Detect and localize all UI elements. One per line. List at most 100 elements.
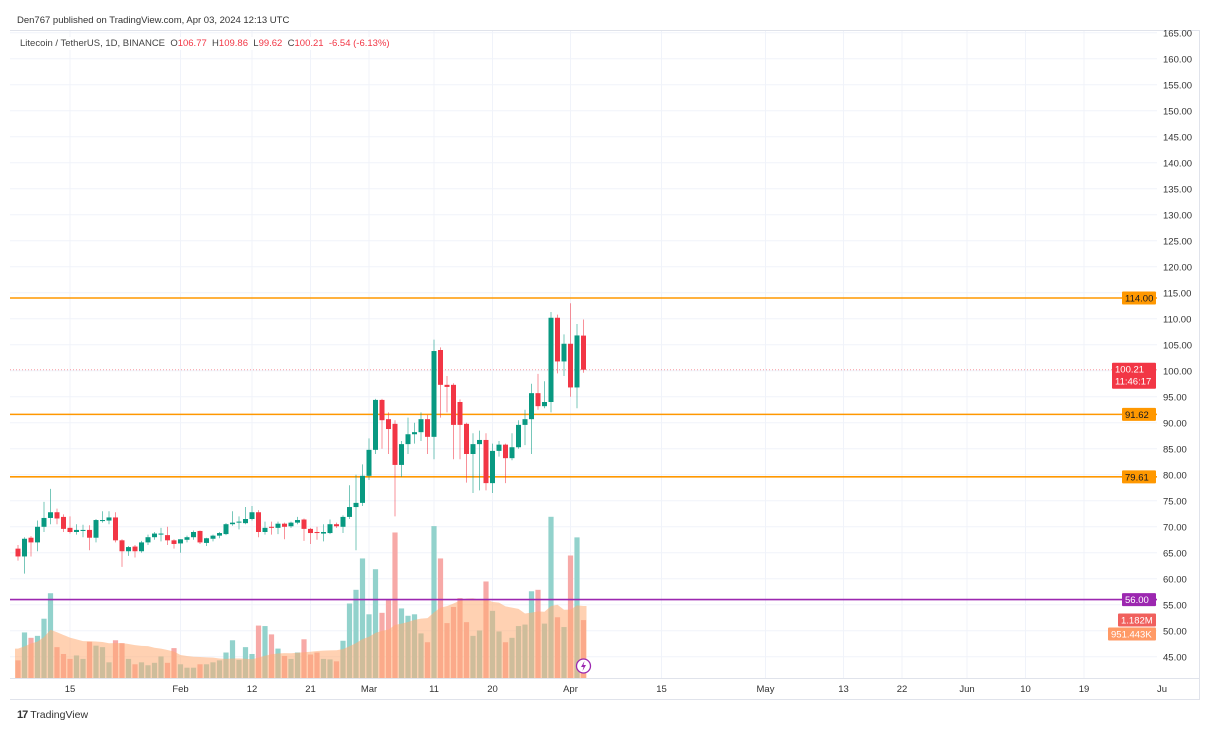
candle-body — [555, 317, 560, 362]
volume-ma-label-bg — [1108, 627, 1156, 641]
candle-body — [197, 530, 203, 543]
candles — [15, 303, 586, 574]
candle-body — [262, 527, 268, 532]
volume-bar — [548, 516, 554, 678]
x-tick-label: 15 — [656, 684, 667, 695]
candle — [347, 485, 352, 519]
candle-body — [119, 540, 125, 552]
candle — [35, 520, 40, 552]
candle-body — [542, 402, 547, 407]
candle — [74, 524, 79, 535]
volume-bar — [431, 526, 437, 678]
candle — [574, 324, 580, 409]
candle-body — [41, 517, 47, 527]
y-tick-label: 75.00 — [1163, 496, 1187, 507]
y-tick-label: 115.00 — [1163, 288, 1191, 299]
candle — [100, 511, 105, 523]
x-tick-label: 12 — [247, 684, 258, 695]
candle-body — [392, 423, 398, 465]
candle — [22, 537, 27, 574]
candle — [464, 422, 469, 483]
candle — [379, 398, 385, 449]
candle — [373, 398, 378, 454]
candle — [48, 488, 53, 525]
candle-body — [535, 393, 541, 407]
level-price-label: 114.00 — [1122, 291, 1156, 305]
candle-body — [145, 537, 151, 543]
candle — [93, 519, 99, 543]
candle-body — [347, 507, 352, 517]
candle-body — [490, 450, 495, 484]
candle — [217, 532, 222, 539]
open-label: O — [170, 38, 178, 49]
volume-label-bg — [1118, 613, 1156, 627]
volume-label-text: 1.182M — [1121, 616, 1153, 627]
candle — [15, 545, 21, 561]
x-tick-label: 15 — [65, 684, 76, 695]
candle-body — [340, 516, 346, 527]
candle — [470, 433, 476, 493]
level-price-label: 91.62 — [1122, 407, 1156, 421]
candle-body — [275, 523, 281, 528]
candle-body — [496, 444, 502, 451]
candle — [438, 347, 443, 418]
candle — [158, 527, 164, 542]
x-tick-label: 21 — [305, 684, 316, 695]
high-label: H — [212, 38, 219, 49]
candle — [561, 334, 567, 376]
tradingview-brand[interactable]: 17 TradingView — [17, 709, 88, 721]
candle — [353, 474, 359, 551]
candle-body — [249, 512, 255, 519]
candle-body — [529, 393, 534, 420]
candle — [165, 526, 170, 545]
last-price-text: 100.21 — [1115, 365, 1144, 376]
candle-body — [100, 520, 105, 522]
y-tick-label: 160.00 — [1163, 54, 1192, 65]
candle — [87, 525, 92, 551]
candle — [321, 524, 326, 542]
level-price-label-bg — [1122, 291, 1156, 305]
candle-body — [327, 524, 333, 534]
candle-body — [106, 517, 112, 521]
lightning-icon-bolt — [581, 661, 586, 671]
volume-bar — [353, 589, 359, 678]
volume-bar — [255, 625, 262, 678]
candle-body — [477, 439, 482, 445]
candle-body — [132, 546, 138, 552]
candle — [548, 312, 554, 413]
candle-body — [54, 512, 60, 519]
candle-body — [93, 520, 99, 538]
x-tick-label: Feb — [172, 684, 188, 695]
candle-body — [405, 434, 411, 445]
candle-body — [516, 424, 521, 448]
candle — [314, 526, 320, 540]
y-tick-label: 65.00 — [1163, 548, 1187, 559]
y-tick-label: 70.00 — [1163, 522, 1187, 533]
candle — [386, 412, 391, 454]
candle — [327, 519, 333, 535]
lightning-icon[interactable] — [575, 658, 592, 674]
y-tick-label: 125.00 — [1163, 236, 1192, 247]
x-tick-label: 22 — [897, 684, 908, 695]
y-tick-label: 140.00 — [1163, 158, 1192, 169]
candle-body — [230, 522, 235, 525]
candle — [139, 540, 144, 553]
x-tick-label: 13 — [838, 684, 849, 695]
candle-body — [80, 529, 86, 531]
candle — [54, 508, 60, 525]
symbol-name[interactable]: Litecoin / TetherUS, 1D, BINANCE — [20, 38, 166, 49]
candle-body — [288, 522, 294, 527]
candle-body — [35, 526, 40, 543]
candle-body — [314, 532, 320, 534]
y-tick-label: 165.00 — [1163, 28, 1192, 39]
candle-body — [522, 419, 528, 425]
candle-body — [418, 419, 424, 433]
candle-body — [171, 540, 177, 544]
candle — [61, 514, 66, 532]
candle-body — [74, 529, 79, 532]
candle-body — [87, 529, 92, 538]
candle — [516, 420, 521, 449]
candle-body — [165, 535, 170, 541]
candle — [191, 530, 196, 540]
